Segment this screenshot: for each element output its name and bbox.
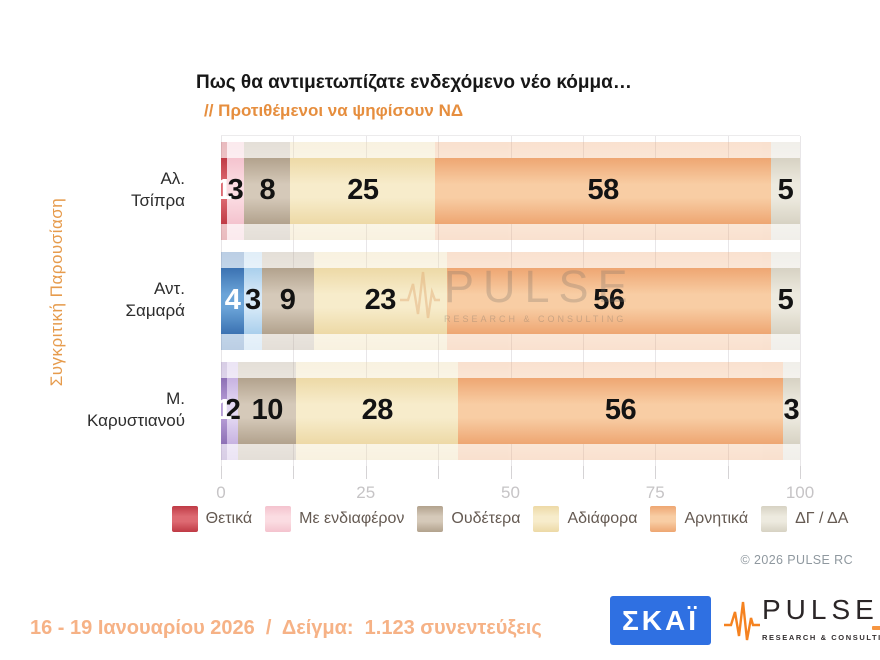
x-axis-label: 50 (501, 483, 520, 502)
segment-value-label: 3 (783, 393, 800, 426)
legend-item: ΔΓ / ΔΑ (761, 506, 848, 532)
bar-segment: 2 (224, 378, 241, 444)
legend-item: Αρνητικά (650, 506, 748, 532)
axis-tick (727, 466, 729, 479)
axis-tick (582, 466, 584, 479)
bar-segment: 25 (290, 158, 436, 224)
segment-value-label: 5 (777, 173, 794, 206)
fieldwork-sample-note: 16 - 19 Ιανουαρίου 2026 / Δείγμα: 1.123 … (30, 617, 542, 639)
axis-tick (221, 466, 222, 479)
legend-label: ΔΓ / ΔΑ (795, 510, 849, 527)
skai-logo: ΣΚΑΪ (610, 596, 711, 645)
category-label-line: Σαμαρά (125, 301, 185, 320)
legend-label: Ουδέτερα (451, 510, 521, 527)
x-axis-label: 25 (356, 483, 376, 502)
segment-value-label: 4 (224, 283, 241, 316)
bar-segment: 58 (435, 158, 772, 224)
bar-segment: 56 (446, 268, 772, 334)
stacked-bar: 1 3 8 25 58 5 (216, 158, 800, 224)
legend-item: Ουδέτερα (417, 506, 520, 532)
legend-item: Θετικά (171, 506, 253, 532)
legend-swatch (171, 506, 198, 532)
category-label: Μ. Καρυστιανού (0, 355, 185, 465)
bar-segment: 1 (216, 158, 232, 224)
legend-swatch (761, 506, 788, 532)
pulse-logo: PULSE RESEARCH & CONSULTING (724, 596, 880, 644)
category-label: Αντ. Σαμαρά (0, 245, 185, 355)
segment-value-label: 5 (777, 283, 794, 316)
bar-segment: 56 (458, 378, 783, 444)
axis-tick (655, 466, 657, 479)
segment-value-label: 1 (216, 393, 232, 426)
segment-value-label: 56 (593, 283, 625, 316)
stacked-bar: 1 2 10 28 56 3 (216, 378, 800, 444)
bar-segment: 4 (221, 268, 245, 334)
bar-segment: 23 (313, 268, 447, 334)
category-label-line: Αντ. (154, 278, 185, 298)
pulse-ecg-icon (724, 601, 760, 641)
category-label-line: Μ. (166, 388, 185, 408)
plot-area: 0 25 50 75 100 1 3 8 25 58 5 4 3 9 23 56 5 1 2 10 28 56 3 (216, 135, 814, 502)
bar-row: 4 3 9 23 56 5 (221, 252, 800, 350)
category-label-line: Τσίπρα (130, 191, 185, 210)
pulse-logo-small-orange-text (872, 626, 880, 630)
bar-segment: 28 (296, 378, 459, 444)
stacked-bar: 4 3 9 23 56 5 (221, 268, 800, 334)
chart-subtitle: // Προτιθέμενοι να ψηφίσουν ΝΔ (204, 101, 464, 120)
legend: Θετικά Με ενδιαφέρον Ουδέτερα Αδιάφορα Αρνητ… (171, 506, 848, 532)
bar-segment: 5 (771, 268, 800, 334)
segment-value-label: 2 (224, 393, 241, 426)
segment-value-label: 1 (216, 173, 232, 206)
legend-swatch (417, 506, 444, 532)
segment-value-label: 8 (259, 173, 276, 206)
segment-value-label: 28 (361, 393, 394, 426)
bar-segment: 3 (244, 268, 262, 334)
category-label-line: Καρυστιανού (87, 411, 185, 430)
segment-value-label: 10 (251, 393, 284, 426)
gridline (800, 136, 801, 466)
axis-tick (438, 466, 440, 479)
pulse-logo-tagline: RESEARCH & CONSULTING (762, 633, 880, 642)
copyright-note: © 2026 PULSE RC (740, 553, 853, 567)
category-label: Αλ. Τσίπρα (0, 135, 185, 245)
x-axis-label: 75 (645, 483, 665, 502)
bar-segment: 3 (226, 158, 245, 224)
axis-tick (800, 466, 801, 479)
bar-segment: 10 (238, 378, 297, 444)
bar-segment: 5 (771, 158, 800, 224)
legend-swatch (533, 506, 560, 532)
bar-segment: 9 (261, 268, 314, 334)
legend-label: Με ενδιαφέρον (299, 510, 405, 527)
legend-item: Με ενδιαφέρον (265, 506, 404, 532)
x-axis-label: 100 (785, 483, 815, 502)
legend-label: Θετικά (205, 510, 253, 527)
x-axis-label: 0 (216, 483, 226, 502)
bar-segment: 8 (244, 158, 291, 224)
legend-item: Αδιάφορα (533, 506, 637, 532)
segment-value-label: 3 (227, 173, 244, 206)
bar-segment: 3 (782, 378, 800, 444)
legend-label: Αρνητικά (684, 510, 749, 527)
legend-label: Αδιάφορα (567, 510, 638, 527)
legend-swatch (650, 506, 677, 532)
pulse-logo-text: PULSE (762, 594, 879, 625)
segment-value-label: 23 (364, 283, 397, 316)
axis-tick (293, 466, 295, 479)
legend-swatch (265, 506, 292, 532)
segment-value-label: 3 (245, 283, 261, 316)
skai-logo-text: ΣΚΑΪ (621, 604, 700, 636)
category-label-line: Αλ. (160, 168, 185, 188)
bar-segment: 1 (216, 378, 232, 444)
bar-row: 1 2 10 28 56 3 (216, 362, 800, 460)
axis-tick (510, 466, 512, 479)
axis-tick (365, 466, 367, 479)
bar-row: 1 3 8 25 58 5 (216, 142, 800, 240)
segment-value-label: 56 (604, 393, 637, 426)
segment-value-label: 25 (347, 173, 379, 206)
segment-value-label: 9 (279, 283, 296, 316)
segment-value-label: 58 (587, 173, 619, 206)
chart-title: Πως θα αντιμετωπίζατε ενδεχόμενο νέο κόμ… (196, 72, 632, 93)
